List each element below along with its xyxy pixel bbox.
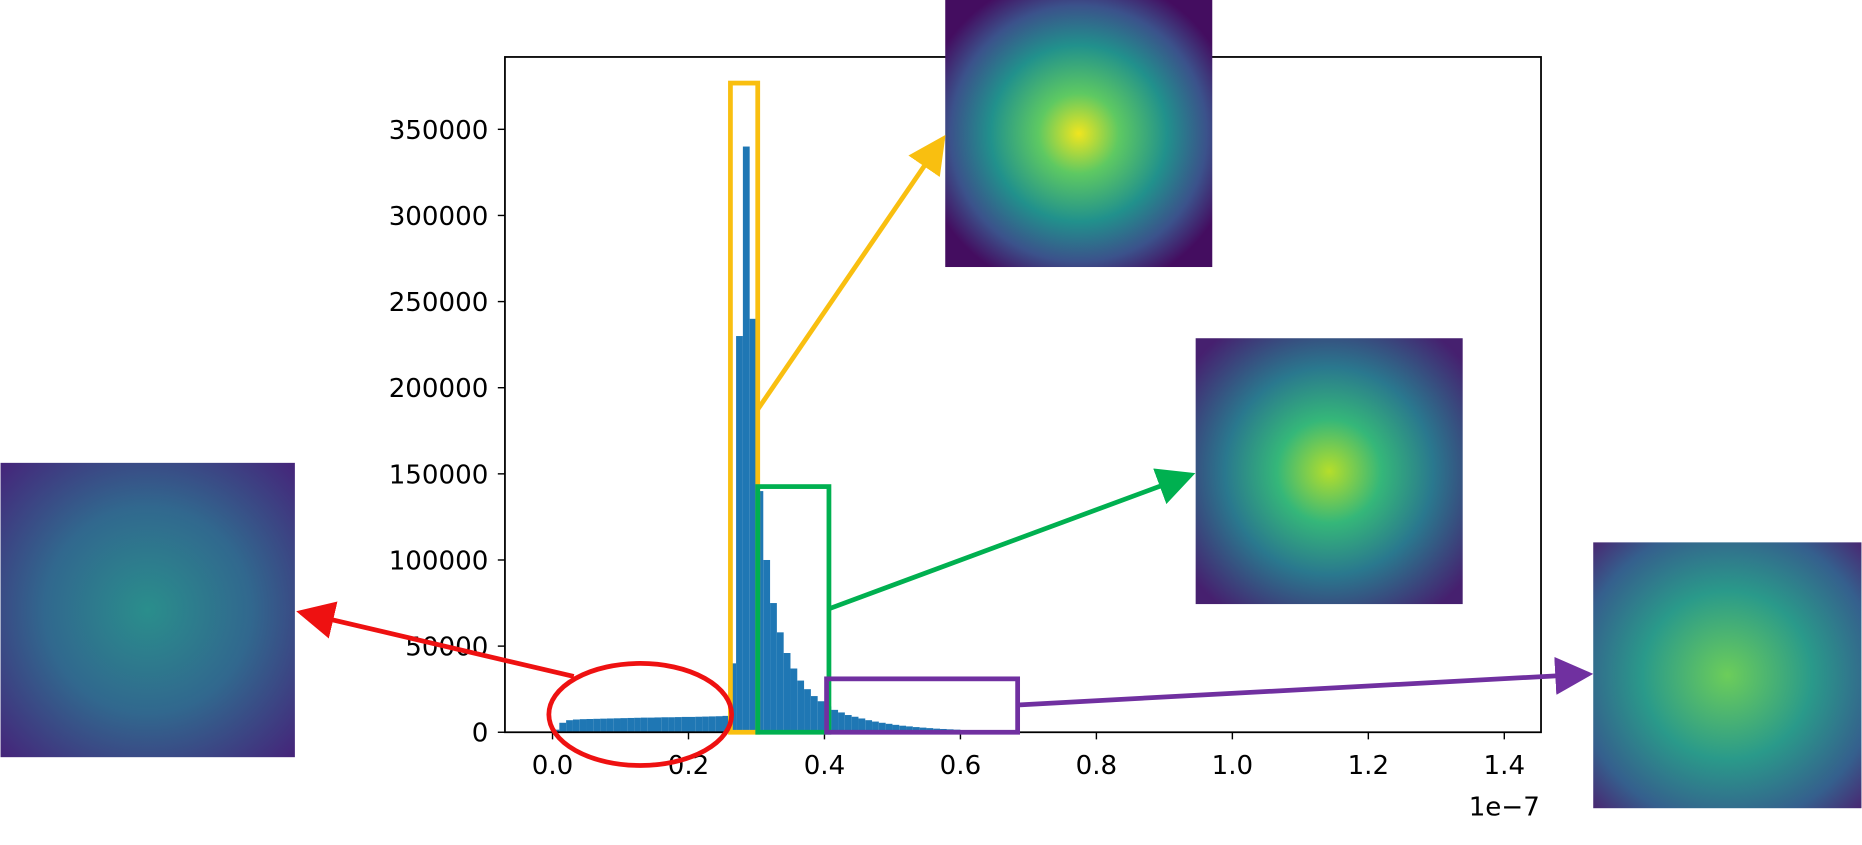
bar (674, 717, 682, 733)
y-tick-label: 100000 (389, 546, 489, 576)
x-tick-label: 0.0 (532, 751, 574, 781)
arrow-mid (828, 468, 1196, 612)
bar (613, 718, 621, 733)
bar (566, 720, 573, 733)
bar (702, 716, 709, 733)
bar (810, 696, 818, 733)
bar (797, 680, 805, 733)
arrow-low (296, 601, 575, 679)
x-offset-label: 1e−7 (1469, 792, 1540, 822)
highlight-tail (824, 676, 1021, 735)
image-tail (1593, 542, 1862, 809)
bar (817, 701, 825, 733)
bar (606, 718, 614, 733)
bar (634, 717, 641, 733)
bar (865, 720, 873, 733)
bar (899, 725, 907, 733)
arrow-peak (755, 134, 946, 411)
bar (586, 718, 594, 733)
bar (722, 715, 730, 733)
bar (844, 715, 852, 733)
bar (661, 717, 669, 733)
highlight-mid (755, 484, 832, 735)
bar (742, 146, 750, 733)
bar (858, 718, 866, 733)
bar (838, 712, 845, 733)
bar (627, 717, 635, 733)
y-tick-label: 150000 (389, 460, 489, 490)
x-tick-label: 1.2 (1348, 751, 1390, 781)
bar (640, 717, 648, 733)
bar (872, 721, 879, 733)
bar (572, 719, 580, 733)
bar (906, 726, 913, 733)
y-tick-label: 200000 (389, 374, 489, 404)
bar (715, 716, 723, 733)
bar (736, 336, 743, 733)
image-low (0, 462, 295, 758)
bar (647, 717, 655, 733)
highlight-low (546, 661, 734, 768)
bar (579, 719, 587, 733)
x-tick-label: 1.4 (1484, 751, 1526, 781)
bar (804, 689, 811, 733)
y-tick-label: 0 (472, 719, 489, 749)
x-tick-label: 1.0 (1212, 751, 1253, 781)
bar (851, 716, 859, 733)
bar (831, 709, 839, 733)
bar (749, 318, 757, 733)
bar (885, 723, 893, 733)
bar (654, 717, 662, 733)
bar (620, 718, 628, 733)
bar (708, 716, 716, 733)
bar (559, 722, 567, 733)
image-mid (1195, 338, 1463, 605)
bar (790, 668, 798, 733)
y-tick-label: 350000 (389, 116, 489, 146)
bar (593, 718, 601, 733)
y-tick-label: 250000 (389, 288, 489, 318)
x-tick-label: 0.4 (804, 751, 845, 781)
y-tick-label: 300000 (389, 202, 489, 232)
bar (783, 653, 791, 733)
bar (600, 718, 607, 733)
bar (688, 716, 696, 733)
bar (912, 727, 920, 733)
image-peak (945, 0, 1213, 268)
x-tick-label: 0.6 (940, 751, 982, 781)
bar (776, 632, 784, 733)
arrow-tail (1017, 656, 1594, 708)
bar (878, 722, 886, 733)
bar (892, 724, 900, 733)
bar (668, 717, 675, 733)
bar (770, 603, 777, 733)
bar (763, 559, 771, 733)
x-tick-label: 0.2 (668, 751, 709, 781)
bar (681, 716, 689, 733)
x-tick-label: 0.8 (1076, 751, 1118, 781)
bar (695, 716, 703, 733)
